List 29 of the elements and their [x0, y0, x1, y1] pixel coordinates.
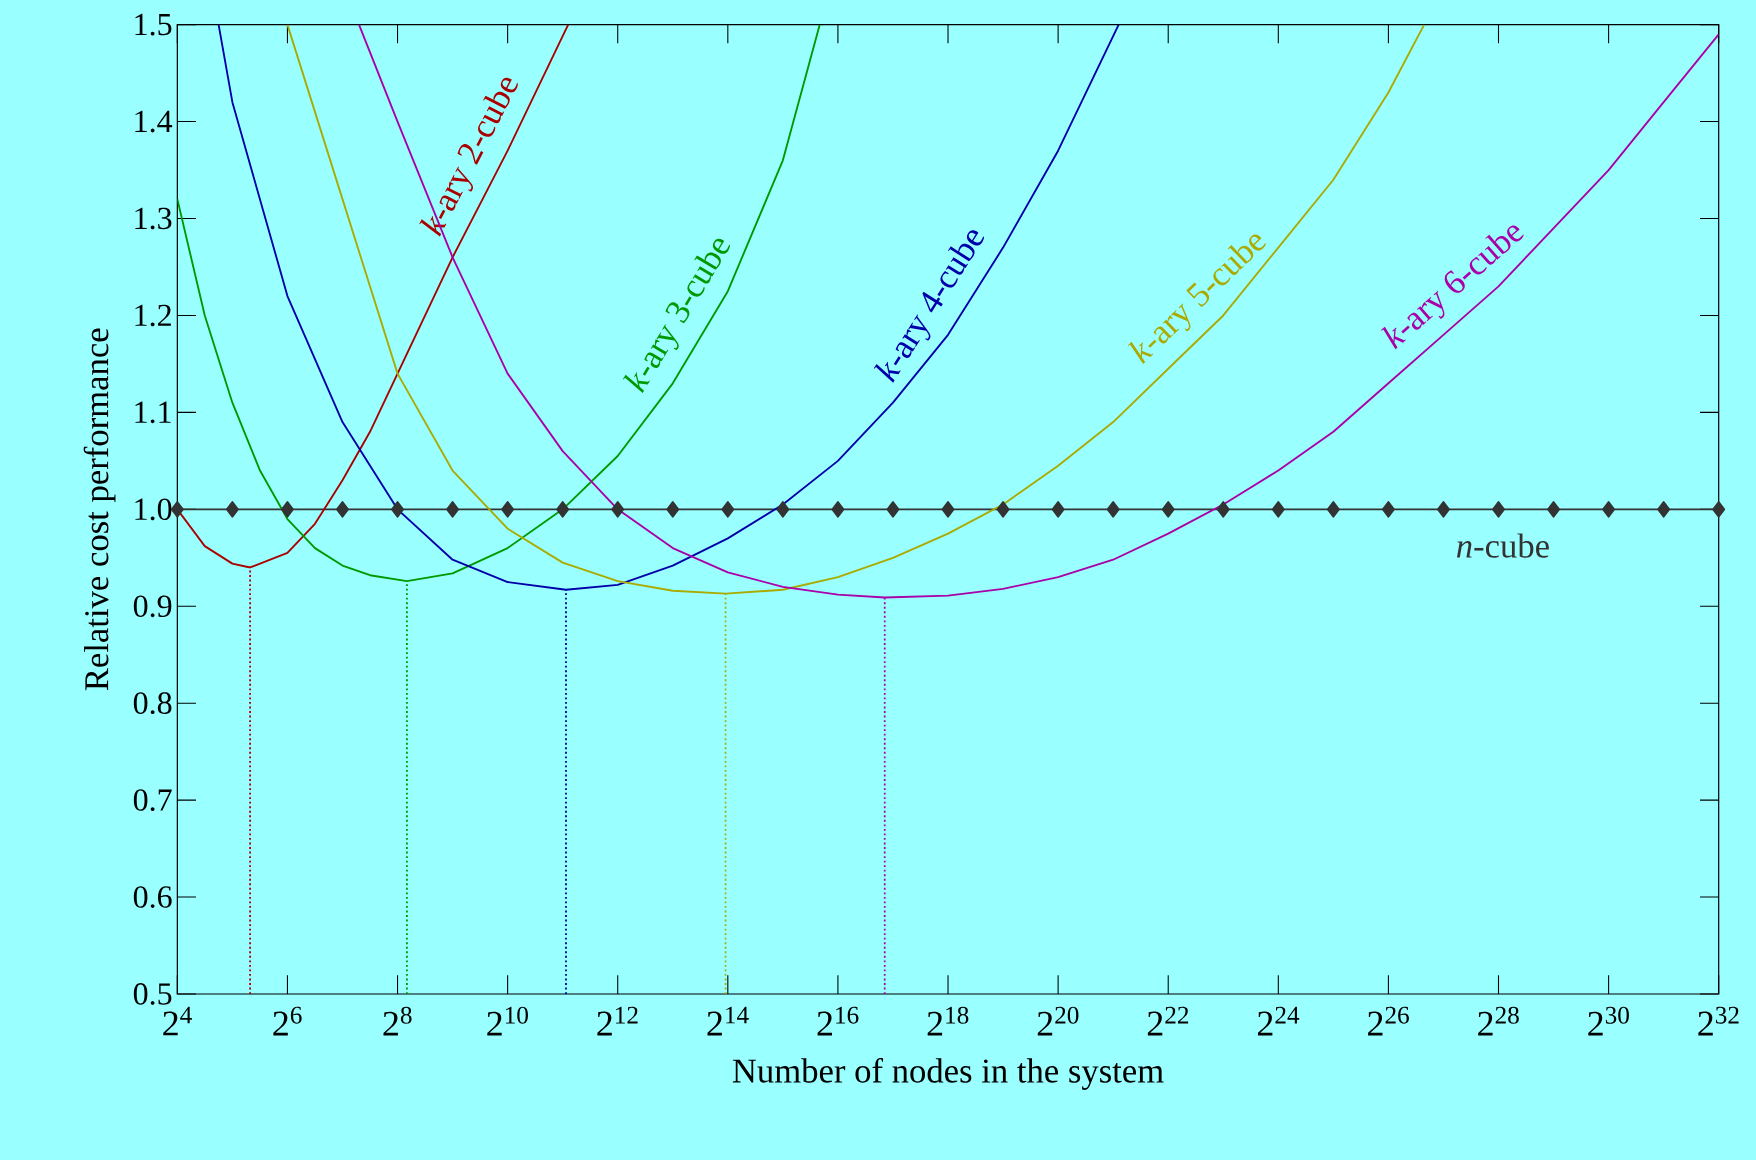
y-tick-label: 0.8 [133, 692, 172, 715]
x-tick-label: 2$^{16}$ [817, 1006, 859, 1036]
y-axis-title: Relative cost performance [83, 328, 116, 691]
y-tick-label: 0.9 [133, 595, 172, 618]
x-tick-label: 2$^{26}$ [1368, 1006, 1409, 1036]
y-tick-label: 1.4 [135, 110, 173, 133]
x-tick-label: 2$^{6}$ [273, 1006, 302, 1036]
y-tick-label: 1.2 [135, 304, 171, 327]
x-tick-label: 2$^{14}$ [707, 1006, 749, 1036]
y-tick-label: 1.5 [135, 13, 172, 36]
x-tick-label: 2$^{20}$ [1037, 1006, 1079, 1036]
x-axis-title: Number of nodes in the system [732, 1058, 1164, 1090]
y-tick-label: 0.7 [133, 789, 172, 811]
y-tick-label: 0.6 [133, 886, 172, 908]
y-tick-label: 1.3 [135, 207, 172, 230]
x-tick-label: 2$^{30}$ [1588, 1006, 1629, 1036]
series-label: n-cube [1456, 533, 1549, 558]
x-tick-label: 2$^{10}$ [487, 1006, 528, 1036]
x-tick-label: 2$^{28}$ [1478, 1006, 1519, 1036]
y-tick-label: 0.5 [133, 983, 172, 1005]
x-tick-label: 2$^{32}$ [1698, 1006, 1739, 1036]
x-tick-label: 2$^{24}$ [1257, 1006, 1300, 1036]
x-tick-label: 2$^{4}$ [163, 1006, 192, 1036]
y-tick-label: 1.1 [135, 401, 171, 424]
x-tick-label: 2$^{12}$ [597, 1006, 638, 1036]
x-tick-label: 2$^{8}$ [383, 1006, 412, 1036]
x-tick-label: 2$^{22}$ [1147, 1006, 1189, 1036]
y-tick-label: 1.0 [135, 498, 172, 521]
x-tick-label: 2$^{18}$ [927, 1006, 969, 1036]
